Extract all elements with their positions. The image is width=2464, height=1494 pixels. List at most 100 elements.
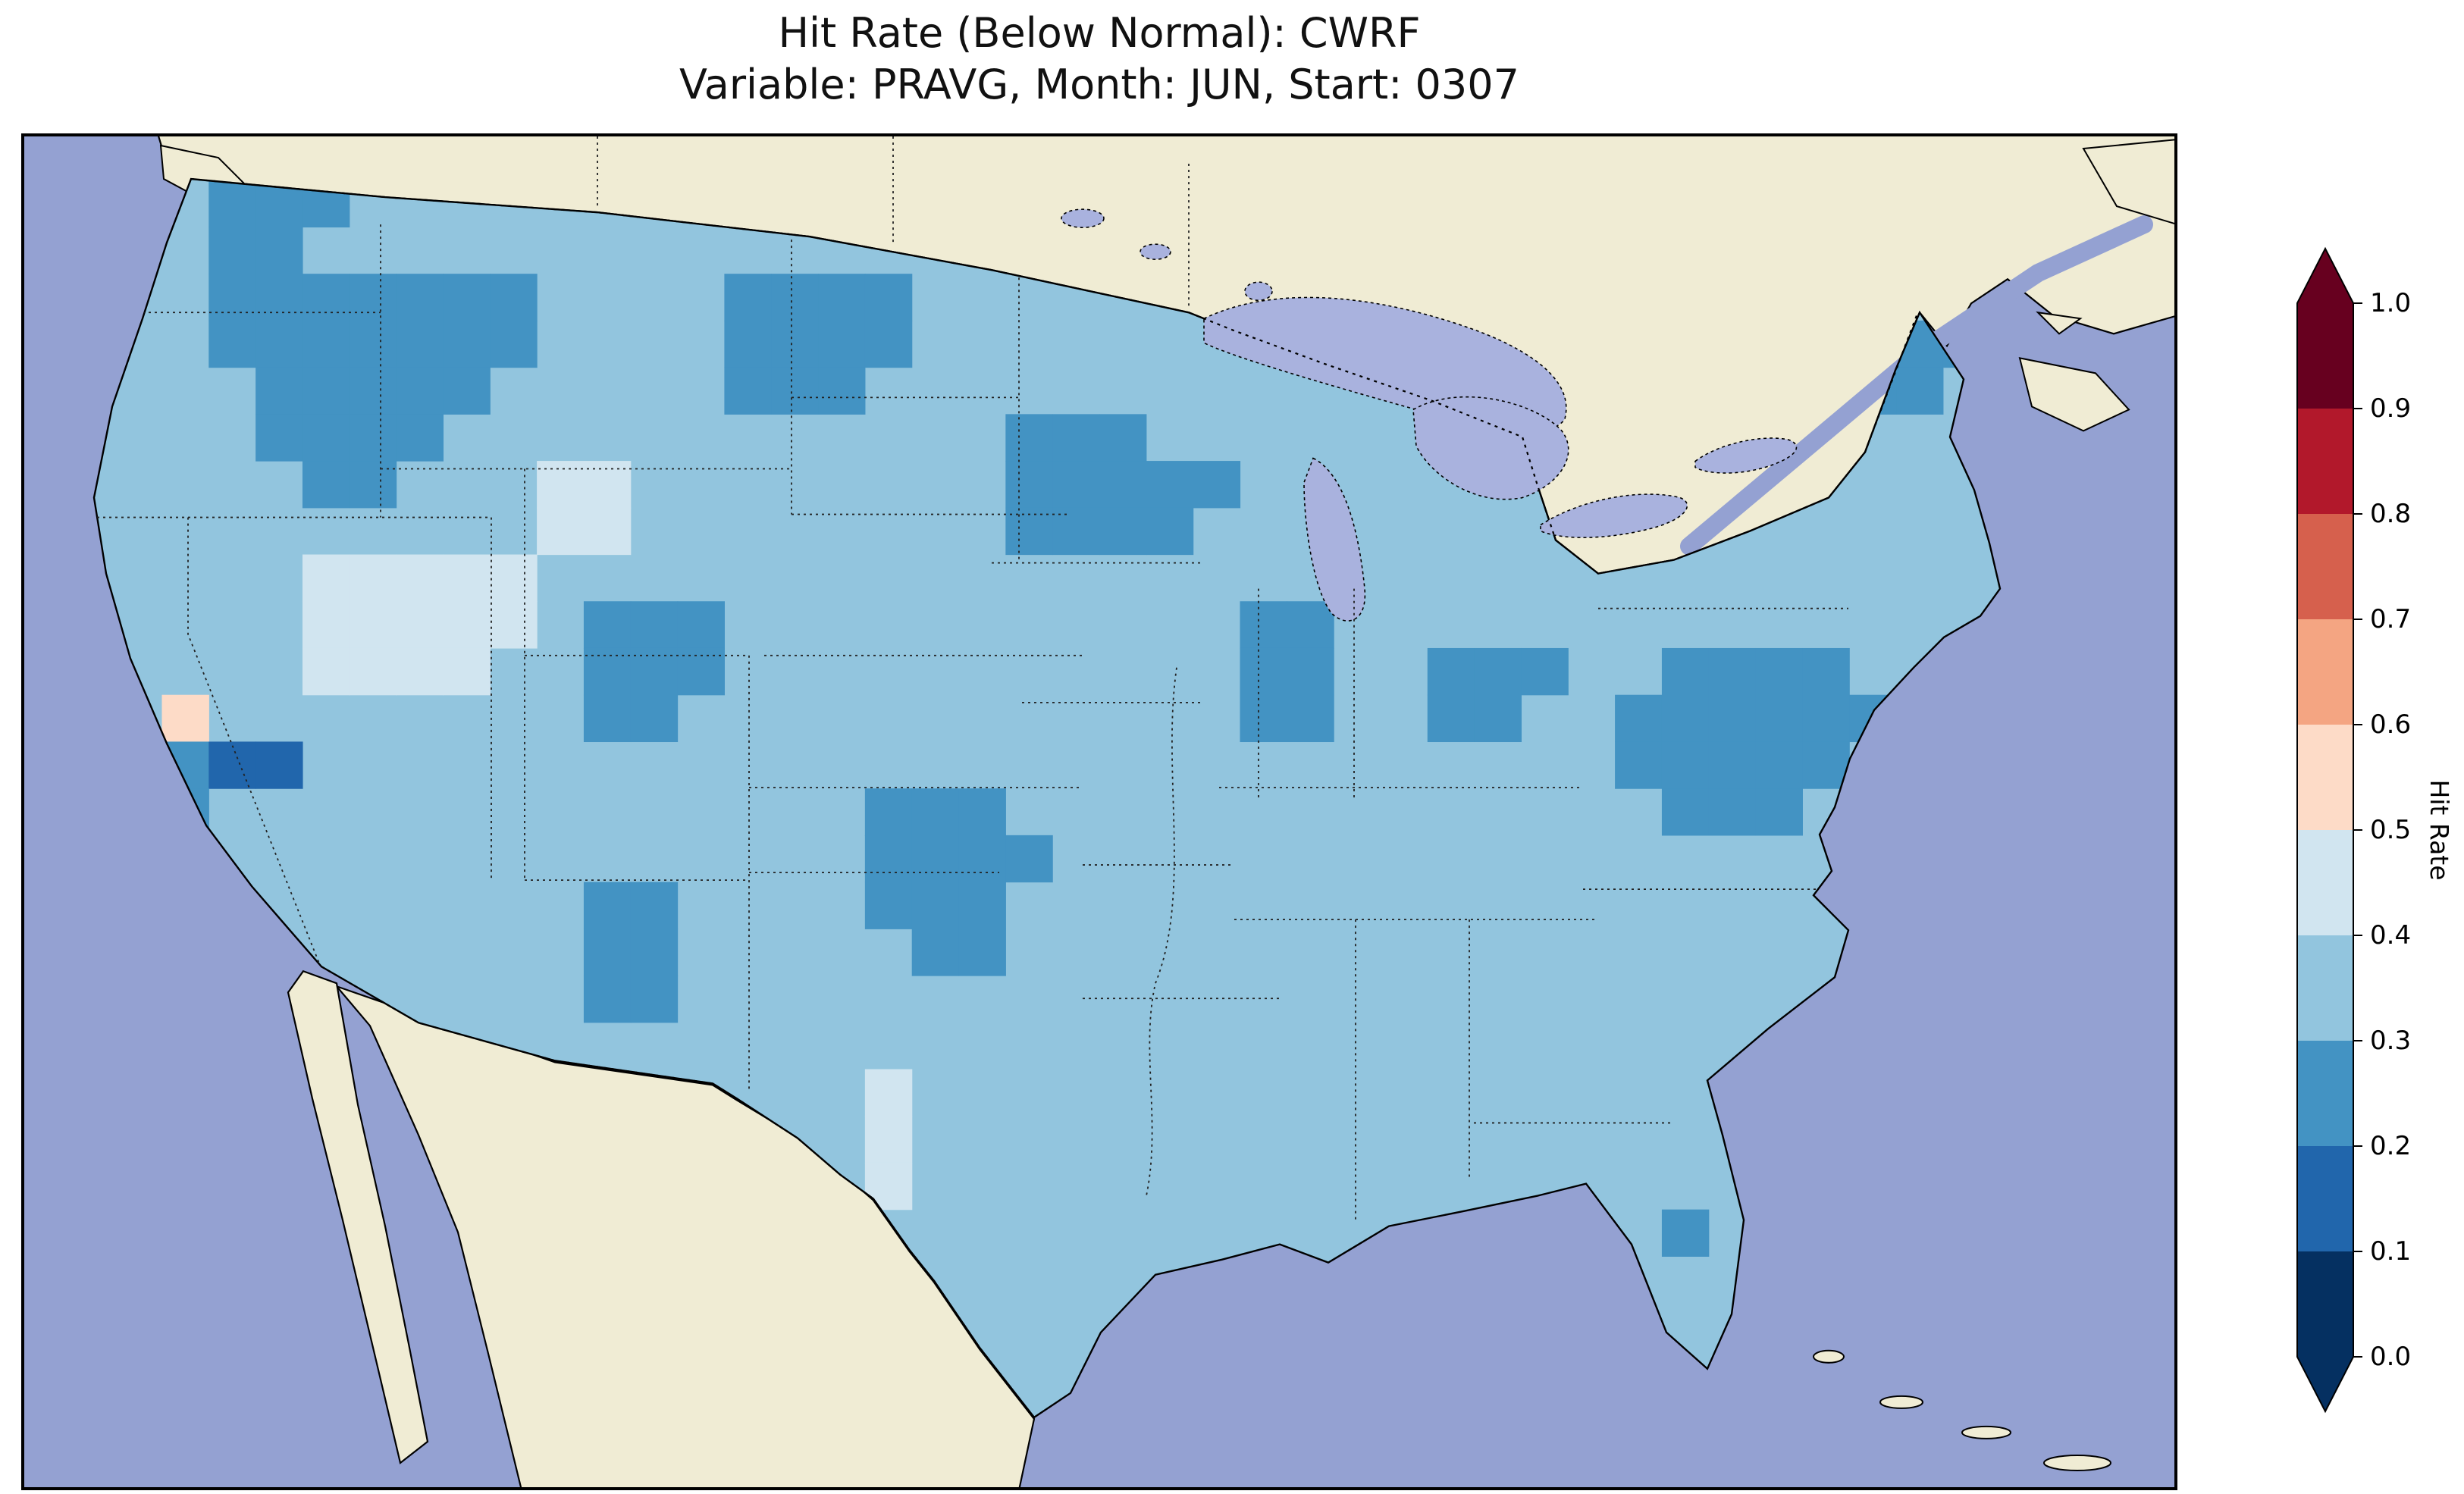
- colorbar-bin: [2297, 619, 2353, 725]
- colorbar-tick-label: 0.6: [2370, 709, 2411, 740]
- nova-scotia: [2018, 357, 2130, 432]
- grid-cell: [583, 461, 632, 509]
- grid-cell: [1661, 788, 1710, 836]
- caribbean-island: [1961, 1425, 2011, 1439]
- grid-cell: [1427, 694, 1475, 743]
- colorbar-tick-label: 0.7: [2370, 604, 2411, 634]
- grid-cell: [958, 788, 1006, 836]
- colorbar-tick-label: 0.0: [2370, 1342, 2411, 1372]
- great-lakes: [1061, 208, 1798, 622]
- colorbar-bin: [2297, 1041, 2353, 1146]
- grid-cell: [302, 414, 350, 462]
- grid-cell: [1755, 788, 1803, 836]
- grid-cell: [1287, 694, 1334, 743]
- grid-cell: [490, 601, 538, 649]
- grid-cell: [1005, 414, 1053, 462]
- grid-cell: [1146, 461, 1194, 509]
- grid-cell: [255, 227, 303, 274]
- grid-cell: [911, 929, 960, 976]
- colorbar-tick-label: 0.8: [2370, 499, 2411, 529]
- grid-cell: [255, 367, 303, 415]
- grid-cell: [396, 274, 444, 321]
- colorbar: 0.0 0.1 0.2 0.3 0.4 0.5 0.6 0.7 0.8 0.9 1.0 Hit Rat…: [2296, 246, 2454, 1414]
- grid-cell: [349, 320, 397, 368]
- grid-cell: [630, 976, 679, 1023]
- grid-cell: [443, 554, 491, 602]
- mexico-landmass: [334, 984, 1036, 1490]
- grid-cell: [255, 320, 303, 368]
- colorbar-bin: [2297, 514, 2353, 619]
- grid-cell: [630, 882, 679, 929]
- national-borders: [190, 177, 1918, 1418]
- colorbar-tick-label: 0.4: [2370, 920, 2411, 951]
- grid-cell: [864, 788, 913, 836]
- grid-cell: [1099, 461, 1147, 509]
- lake-huron: [1412, 396, 1569, 500]
- grid-cell: [1802, 647, 1850, 696]
- colorbar-arrow-over: [2297, 249, 2353, 303]
- grid-cell: [161, 694, 209, 743]
- grid-cell: [1661, 1209, 1710, 1257]
- grid-cell: [255, 414, 303, 462]
- grid-cell: [1005, 835, 1053, 883]
- grid-cell: [818, 320, 866, 368]
- grid-cell: [1474, 694, 1522, 743]
- chart-title: Hit Rate (Below Normal): CWRF Variable: …: [21, 8, 2177, 110]
- colorbar-tick-label: 0.2: [2370, 1131, 2411, 1161]
- grid-cell: [1755, 741, 1803, 789]
- grid-cell: [771, 367, 819, 415]
- grid-cell: [1052, 414, 1100, 462]
- grid-cell: [349, 554, 397, 602]
- grid-cell: [958, 882, 1006, 929]
- grid-cell: [396, 601, 444, 649]
- grid-cell: [583, 882, 632, 929]
- grid-cell: [1005, 507, 1053, 556]
- grid-cell: [724, 320, 772, 368]
- grid-cell: [443, 647, 491, 696]
- newfoundland: [2082, 139, 2177, 226]
- colorbar-bin: [2297, 725, 2353, 830]
- colorbar-bin: [2297, 935, 2353, 1041]
- grid-cell: [911, 882, 960, 929]
- colorbar-bin: [2297, 409, 2353, 514]
- grid-cell: [302, 647, 350, 696]
- colorbar-tick-label: 1.0: [2370, 288, 2411, 318]
- grid-cell: [1287, 601, 1334, 649]
- grid-cell: [1099, 414, 1147, 462]
- grid-cell: [490, 554, 538, 602]
- grid-cell: [1052, 461, 1100, 509]
- grid-cell: [1052, 507, 1100, 556]
- grid-cell: [1146, 507, 1194, 556]
- grid-cell: [302, 320, 350, 368]
- colorbar-bin: [2297, 1146, 2353, 1251]
- colorbar-bin: [2297, 1251, 2353, 1357]
- grid-cell: [208, 741, 256, 789]
- grid-cell: [1661, 647, 1710, 696]
- title-line-2: Variable: PRAVG, Month: JUN, Start: 0307: [679, 60, 1519, 108]
- grid-cell: [490, 274, 538, 321]
- grid-cell: [302, 601, 350, 649]
- grid-cell: [443, 367, 491, 415]
- grid-cell: [1193, 461, 1241, 509]
- colorbar-tick-label: 0.3: [2370, 1026, 2411, 1056]
- grid-cell: [864, 274, 913, 321]
- grid-cell: [864, 882, 913, 929]
- grid-cell: [818, 367, 866, 415]
- grid-cell: [583, 507, 632, 556]
- grid-cell: [208, 320, 256, 368]
- grid-cell: [537, 507, 585, 556]
- lake-michigan: [1303, 457, 1366, 622]
- grid-cell: [1661, 694, 1710, 743]
- grid-cell: [1240, 694, 1287, 743]
- grid-cell: [1099, 507, 1147, 556]
- grid-cell: [630, 694, 679, 743]
- state-borders: [97, 224, 1848, 1220]
- grid-cell: [349, 367, 397, 415]
- grid-cell: [1661, 741, 1710, 789]
- grid-cell: [1802, 741, 1850, 789]
- grid-cell: [443, 320, 491, 368]
- grid-cell: [1802, 694, 1850, 743]
- grid-cell: [208, 180, 256, 228]
- grid-cell: [864, 835, 913, 883]
